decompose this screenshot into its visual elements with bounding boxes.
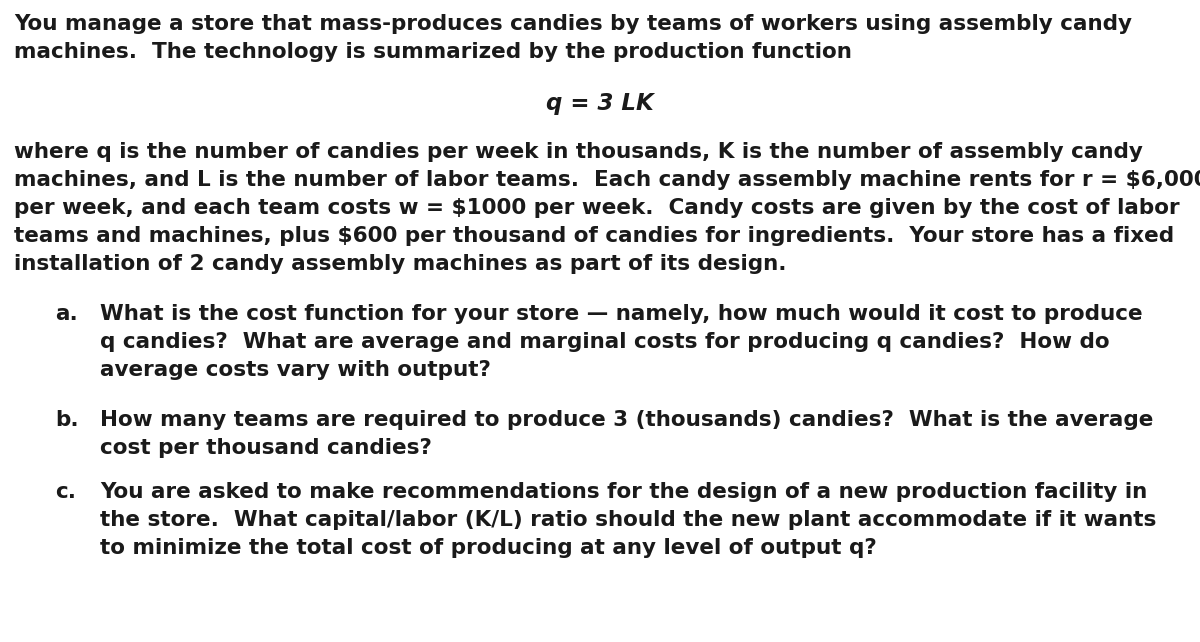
Text: where q is the number of candies per week in thousands, K is the number of assem: where q is the number of candies per wee… [14, 142, 1142, 162]
Text: per week, and each team costs w = $1000 per week.  Candy costs are given by the : per week, and each team costs w = $1000 … [14, 198, 1180, 218]
Text: machines.  The technology is summarized by the production function: machines. The technology is summarized b… [14, 42, 852, 62]
Text: What is the cost function for your store — namely, how much would it cost to pro: What is the cost function for your store… [100, 304, 1142, 324]
Text: the store.  What capital/labor (K/L) ratio should the new plant accommodate if i: the store. What capital/labor (K/L) rati… [100, 510, 1157, 530]
Text: a.: a. [55, 304, 78, 324]
Text: average costs vary with output?: average costs vary with output? [100, 360, 491, 380]
Text: You are asked to make recommendations for the design of a new production facilit: You are asked to make recommendations fo… [100, 482, 1147, 502]
Text: to minimize the total cost of producing at any level of output q?: to minimize the total cost of producing … [100, 538, 877, 558]
Text: cost per thousand candies?: cost per thousand candies? [100, 438, 432, 458]
Text: You manage a store that mass-produces candies by teams of workers using assembly: You manage a store that mass-produces ca… [14, 14, 1132, 34]
Text: q candies?  What are average and marginal costs for producing q candies?  How do: q candies? What are average and marginal… [100, 332, 1110, 352]
Text: installation of 2 candy assembly machines as part of its design.: installation of 2 candy assembly machine… [14, 254, 786, 274]
Text: b.: b. [55, 410, 79, 430]
Text: c.: c. [55, 482, 76, 502]
Text: machines, and L is the number of labor teams.  Each candy assembly machine rents: machines, and L is the number of labor t… [14, 170, 1200, 190]
Text: How many teams are required to produce 3 (thousands) candies?  What is the avera: How many teams are required to produce 3… [100, 410, 1153, 430]
Text: q = 3 LK: q = 3 LK [546, 92, 654, 115]
Text: teams and machines, plus $600 per thousand of candies for ingredients.  Your sto: teams and machines, plus $600 per thousa… [14, 226, 1174, 246]
